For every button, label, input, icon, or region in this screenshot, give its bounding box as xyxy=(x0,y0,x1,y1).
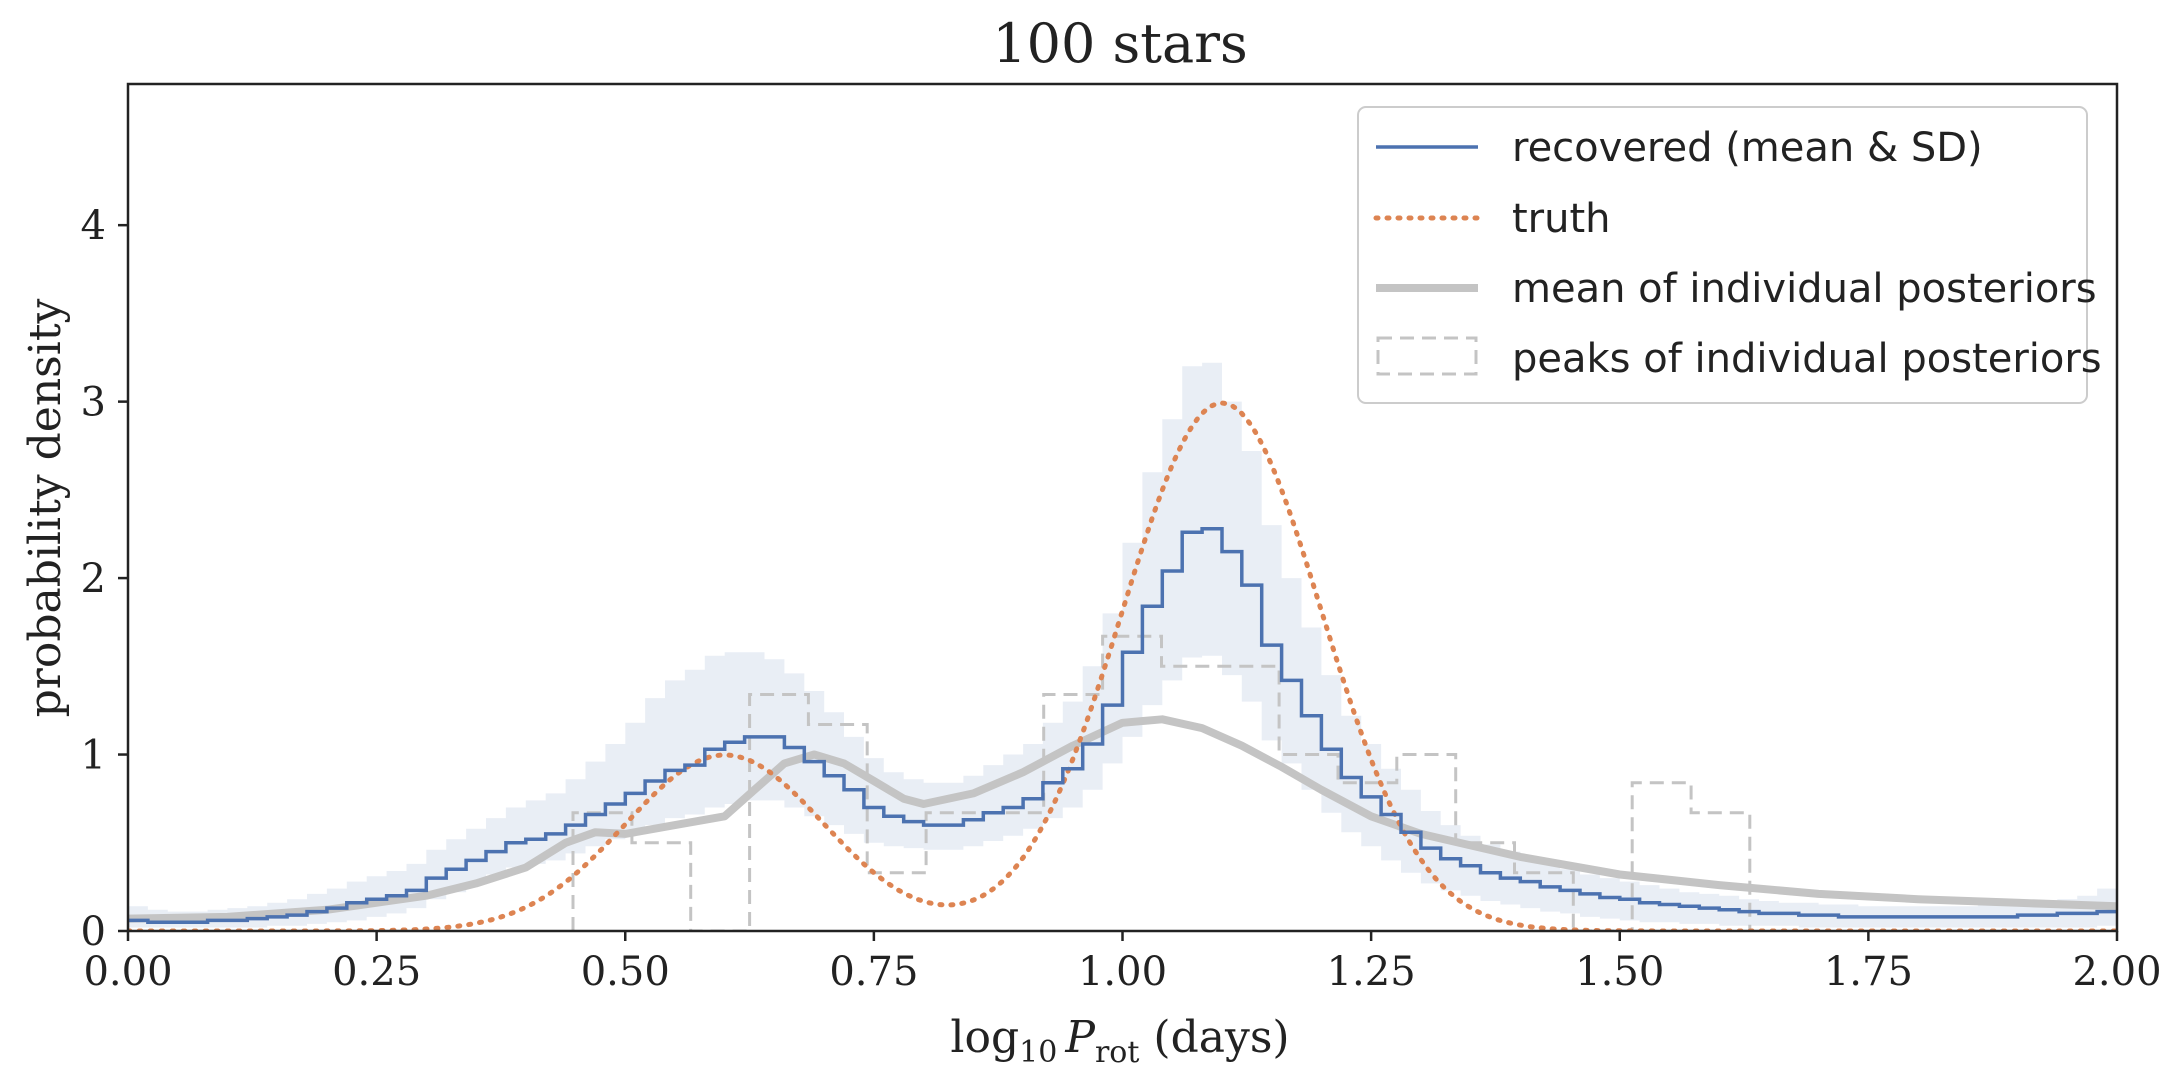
recovered-mean-line xyxy=(128,526,2117,924)
y-tick-label: 1 xyxy=(81,733,106,779)
x-axis-label-prefix-subscript: 10 xyxy=(1019,1035,1057,1070)
x-tick-label: 1.00 xyxy=(1078,949,1167,995)
x-axis-label-variable: P xyxy=(1064,1012,1096,1063)
x-tick-label: 0.00 xyxy=(83,949,172,995)
legend-label-recovered: recovered (mean & SD) xyxy=(1512,125,1983,171)
x-tick-label: 1.50 xyxy=(1575,949,1664,995)
truth-line xyxy=(128,400,2117,931)
legend-frame xyxy=(1357,106,2088,404)
legend-swatch-peaks-posteriors xyxy=(1376,336,1478,376)
chart-title: 100 stars xyxy=(992,12,1247,75)
y-tick-label: 4 xyxy=(81,203,106,249)
y-tick-label: 2 xyxy=(81,556,106,602)
legend-label-truth: truth xyxy=(1512,196,1611,242)
x-tick-label: 1.75 xyxy=(1824,949,1913,995)
x-tick-label: 0.75 xyxy=(829,949,918,995)
legend: recovered (mean & SD) truth mean of indi… xyxy=(1357,106,2102,404)
x-tick-label: 2.00 xyxy=(2072,949,2161,995)
recovered-sd-band xyxy=(128,362,2117,928)
x-axis-label-units: (days) xyxy=(1139,1012,1289,1063)
y-axis: 0 1 2 3 4 xyxy=(81,203,128,955)
mean-individual-posteriors-line xyxy=(128,715,2117,923)
plot-series xyxy=(128,362,2117,931)
x-tick-label: 1.25 xyxy=(1327,949,1416,995)
y-axis-label: probability density xyxy=(20,298,71,717)
y-tick-label: 3 xyxy=(81,380,106,426)
peaks-individual-posteriors-histogram xyxy=(571,634,1752,931)
x-axis: 0.00 0.25 0.50 0.75 1.00 1.25 1.50 1.75 2.00 xyxy=(83,931,2162,995)
y-tick-label: 0 xyxy=(81,909,106,955)
legend-label-peaks-posteriors: peaks of individual posteriors xyxy=(1512,336,2102,382)
x-axis-label-variable-subscript: rot xyxy=(1095,1035,1139,1070)
x-axis-label: log10 Prot (days) xyxy=(950,1012,1289,1070)
x-axis-label-prefix: log xyxy=(950,1012,1019,1063)
legend-label-mean-posteriors: mean of individual posteriors xyxy=(1512,266,2097,312)
x-tick-label: 0.50 xyxy=(581,949,670,995)
x-tick-label: 0.25 xyxy=(332,949,421,995)
